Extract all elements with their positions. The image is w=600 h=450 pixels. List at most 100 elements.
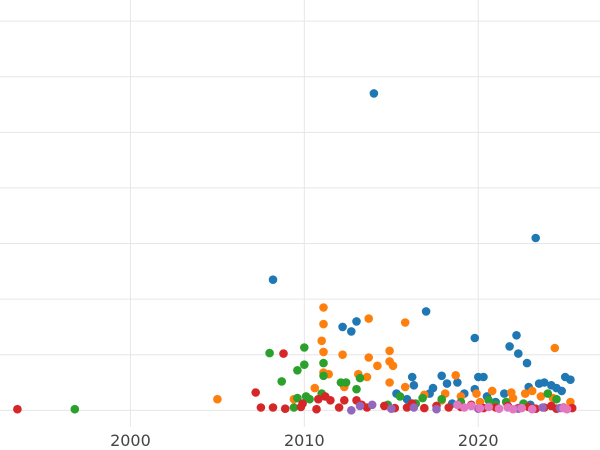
data-point-s1-1 — [319, 319, 328, 329]
data-point-s2-16 — [395, 392, 405, 401]
data-point-s1-18 — [213, 394, 222, 404]
data-point-s3-5 — [280, 404, 290, 414]
data-point-s0-1 — [531, 233, 540, 243]
data-point-s0-4 — [338, 322, 347, 332]
data-point-s4-4 — [409, 403, 419, 412]
data-point-s3-1 — [279, 349, 288, 358]
data-point-s0-5 — [347, 327, 356, 336]
data-point-s0-7 — [470, 333, 480, 343]
data-point-s1-3 — [400, 318, 410, 327]
data-point-s1-20 — [310, 383, 320, 393]
data-point-s2-0 — [70, 404, 80, 414]
data-point-s2-9 — [341, 378, 351, 387]
data-point-s1-36 — [508, 393, 518, 403]
data-point-s1-9 — [373, 361, 382, 371]
data-point-s5-9 — [527, 404, 537, 414]
data-point-s1-15 — [362, 372, 372, 382]
data-point-s1-28 — [487, 386, 497, 396]
x-tick-label-1: 2010 — [284, 431, 325, 450]
data-point-s3-8 — [314, 394, 323, 404]
data-point-s5-5 — [494, 404, 504, 414]
data-point-s2-23 — [543, 389, 553, 398]
data-point-s1-23 — [400, 382, 410, 392]
data-point-s3-21 — [420, 403, 429, 413]
data-point-s5-8 — [517, 403, 526, 413]
data-point-s3-4 — [268, 403, 278, 412]
data-point-s3-3 — [256, 403, 266, 412]
data-point-s2-6 — [277, 377, 287, 386]
data-point-s2-11 — [352, 384, 361, 394]
data-point-s3-7 — [298, 399, 307, 408]
x-axis-ticks: 2000 2010 2020 — [110, 431, 499, 450]
data-point-s5-0 — [453, 400, 462, 410]
data-point-s1-0 — [319, 303, 328, 312]
data-point-s4-1 — [355, 401, 365, 411]
data-point-s0-14 — [437, 371, 447, 381]
data-point-s0-2 — [268, 275, 278, 285]
data-point-s0-30 — [442, 379, 452, 388]
data-point-s3-11 — [326, 396, 335, 405]
data-point-s5-7 — [508, 404, 518, 414]
x-tick-label-2: 2020 — [458, 431, 499, 450]
data-point-s1-32 — [536, 392, 546, 401]
data-point-s0-18 — [479, 372, 488, 382]
data-point-s1-17 — [550, 343, 560, 353]
data-point-s2-10 — [355, 373, 365, 383]
data-point-s1-8 — [364, 353, 374, 362]
data-point-s4-2 — [367, 400, 377, 410]
data-point-s1-22 — [385, 378, 394, 387]
data-point-s1-27 — [472, 389, 481, 398]
data-point-s2-2 — [300, 343, 309, 352]
data-point-s2-18 — [437, 394, 447, 404]
data-point-s0-12 — [407, 372, 417, 382]
data-point-s4-0 — [347, 406, 356, 415]
data-point-s5-1 — [460, 403, 469, 412]
data-point-s2-25 — [289, 403, 299, 412]
data-points — [13, 89, 577, 415]
data-point-s2-1 — [265, 348, 274, 358]
data-point-s2-14 — [293, 393, 302, 403]
data-point-s3-23 — [444, 403, 454, 412]
data-point-s3-2 — [251, 388, 260, 397]
data-point-s2-20 — [484, 396, 494, 405]
data-point-s3-12 — [334, 403, 344, 412]
data-point-s1-7 — [385, 346, 394, 356]
data-point-s0-22 — [566, 375, 575, 385]
data-point-s1-11 — [385, 357, 394, 366]
data-point-s0-27 — [500, 389, 509, 398]
data-point-s0-10 — [514, 349, 523, 358]
data-point-s1-16 — [451, 371, 461, 380]
data-point-s4-5 — [432, 404, 441, 414]
data-point-s1-2 — [364, 314, 374, 323]
data-point-s0-0 — [369, 89, 379, 98]
data-point-s5-3 — [475, 403, 485, 413]
data-point-s0-13 — [409, 381, 419, 390]
data-point-s2-4 — [300, 360, 309, 370]
data-point-s2-7 — [319, 371, 328, 381]
data-point-s2-15 — [305, 394, 314, 404]
data-point-s5-2 — [467, 401, 476, 411]
data-point-s1-30 — [520, 389, 530, 398]
data-point-s3-0 — [13, 404, 22, 414]
data-point-s2-3 — [319, 358, 328, 368]
data-point-s1-5 — [319, 347, 328, 357]
data-point-s0-15 — [453, 378, 462, 387]
data-point-s0-6 — [421, 307, 431, 316]
data-point-s3-13 — [340, 396, 349, 405]
data-point-s1-4 — [317, 336, 327, 346]
data-point-s2-17 — [418, 393, 427, 403]
data-point-s4-3 — [387, 404, 396, 414]
data-point-s5-4 — [484, 402, 494, 412]
data-point-s4-8 — [538, 403, 547, 412]
data-point-s0-9 — [512, 331, 521, 340]
data-point-s0-32 — [540, 378, 549, 387]
data-point-s2-24 — [552, 394, 561, 404]
data-point-s0-11 — [522, 358, 532, 368]
data-point-s1-31 — [527, 386, 537, 396]
data-point-s1-6 — [338, 350, 347, 360]
data-point-s5-11 — [562, 404, 572, 414]
data-point-s3-9 — [312, 404, 321, 414]
gridlines — [0, 0, 600, 427]
data-point-s0-8 — [505, 342, 514, 351]
